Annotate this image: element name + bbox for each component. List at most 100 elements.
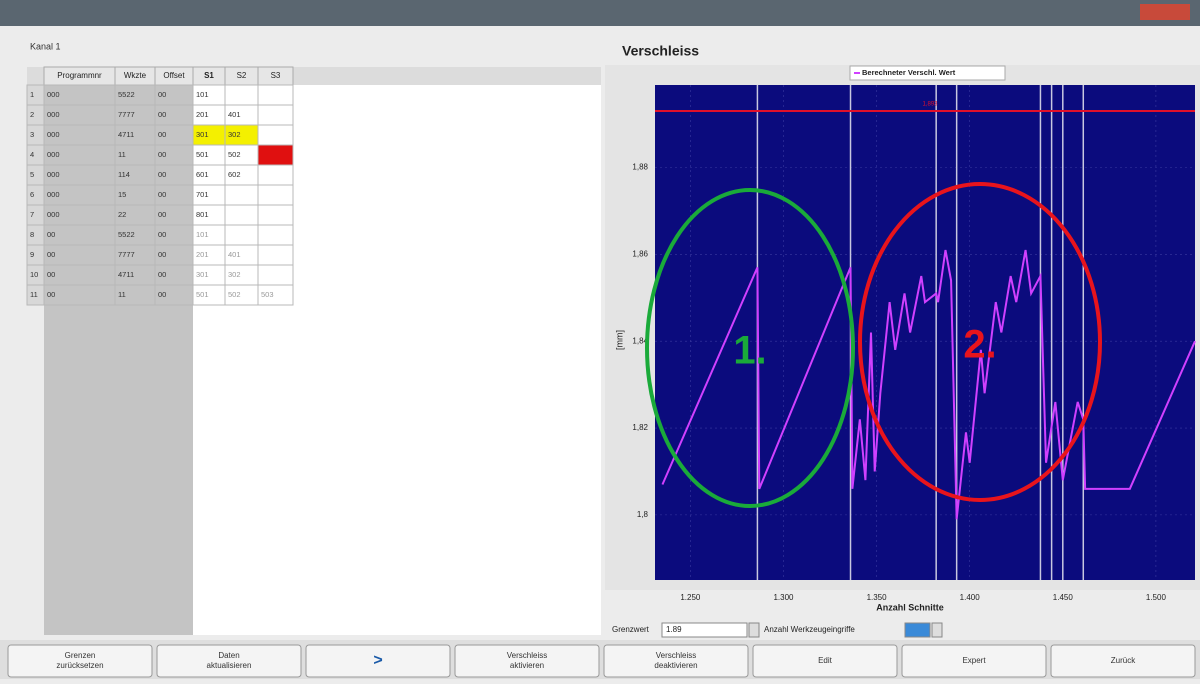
header-text: Wkzte	[124, 71, 147, 80]
header-text: S2	[237, 71, 247, 80]
table-cell[interactable]	[258, 105, 293, 125]
button-label: aktivieren	[510, 661, 544, 670]
table-cell[interactable]	[258, 165, 293, 185]
x-tick-label: 1.250	[680, 593, 701, 602]
cell-text: 101	[196, 230, 209, 239]
cell-text: 000	[47, 130, 60, 139]
cell-text: 00	[47, 270, 55, 279]
y-tick-label: 1,86	[632, 249, 648, 258]
header-text: S3	[271, 71, 281, 80]
cell-text: 7777	[118, 110, 135, 119]
count-label: Anzahl Werkzeugeingriffe	[764, 625, 855, 634]
cell-text: 000	[47, 190, 60, 199]
table-cell[interactable]	[225, 185, 258, 205]
x-tick-label: 1.300	[773, 593, 794, 602]
table-cell[interactable]	[258, 265, 293, 285]
button-label: Edit	[818, 656, 833, 665]
cell-text: 502	[228, 290, 241, 299]
cell-text: 00	[158, 90, 166, 99]
table-cell[interactable]	[225, 85, 258, 105]
window: Kanal 1 Verschleiss Anzahl Schnitte [mm]…	[0, 0, 1200, 679]
cell-text: 302	[228, 130, 241, 139]
x-tick-label: 1.450	[1053, 593, 1074, 602]
title-bar	[0, 0, 1200, 26]
cell-text: 801	[196, 210, 209, 219]
table-cell[interactable]	[258, 245, 293, 265]
cell-text: 00	[158, 270, 166, 279]
cell-text: 22	[118, 210, 126, 219]
button-label: Expert	[962, 656, 986, 665]
cell-text: 302	[228, 270, 241, 279]
row-number: 7	[30, 210, 34, 219]
limit-label: Grenzwert	[612, 625, 650, 634]
count-spinner[interactable]	[932, 623, 942, 637]
button-label: >	[373, 652, 382, 669]
row-number: 8	[30, 230, 34, 239]
cell-text: 00	[158, 210, 166, 219]
row-number: 1	[30, 90, 34, 99]
cell-text: 7777	[118, 250, 135, 259]
cell-text: 00	[47, 230, 55, 239]
chart-title: Verschleiss	[622, 43, 699, 59]
row-number: 10	[30, 270, 38, 279]
cell-text: 501	[196, 290, 209, 299]
cell-text: 000	[47, 170, 60, 179]
cell-text: 701	[196, 190, 209, 199]
table-cell[interactable]	[258, 85, 293, 105]
cell-text: 15	[118, 190, 126, 199]
row-number: 2	[30, 110, 34, 119]
button-label: Verschleiss	[656, 651, 696, 660]
legend-text: Berechneter Verschl. Wert	[862, 68, 956, 77]
count-input[interactable]	[905, 623, 930, 637]
x-axis-label: Anzahl Schnitte	[876, 602, 944, 612]
button-label: zurücksetzen	[56, 661, 103, 670]
panel-title: Kanal 1	[30, 41, 61, 51]
cell-text: 301	[196, 270, 209, 279]
button-label: deaktivieren	[654, 661, 697, 670]
cell-text: 00	[47, 290, 55, 299]
cell-text: 000	[47, 90, 60, 99]
cell-text: 000	[47, 110, 60, 119]
cell-text: 502	[228, 150, 241, 159]
table-cell[interactable]	[225, 205, 258, 225]
cell-text: 00	[158, 190, 166, 199]
y-tick-label: 1,82	[632, 423, 648, 432]
table-cell[interactable]	[225, 225, 258, 245]
button-label: Grenzen	[65, 651, 96, 660]
header-text: Programmnr	[57, 71, 102, 80]
cell-text: 11	[118, 290, 126, 299]
cell-text: 00	[158, 150, 166, 159]
annotation-text: 1.	[733, 329, 766, 373]
cell-text: 00	[158, 250, 166, 259]
cell-text: 4711	[118, 270, 134, 279]
x-tick-label: 1.350	[867, 593, 888, 602]
button-label: Daten	[218, 651, 239, 660]
cell-text: 00	[158, 170, 166, 179]
cell-text: 000	[47, 210, 60, 219]
cell-text: 301	[196, 130, 209, 139]
row-number: 6	[30, 190, 34, 199]
row-number: 4	[30, 150, 34, 159]
cell-text: 401	[228, 250, 241, 259]
table-cell[interactable]	[258, 125, 293, 145]
table-cell[interactable]	[258, 185, 293, 205]
cell-text: 000	[47, 150, 60, 159]
limit-spinner[interactable]	[749, 623, 759, 637]
y-axis-label: [mm]	[614, 330, 624, 350]
button-label: aktualisieren	[207, 661, 252, 670]
button-label: Zurück	[1111, 656, 1136, 665]
annotation-text: 2.	[963, 323, 996, 367]
table-cell[interactable]	[258, 145, 293, 165]
cell-text: 201	[196, 110, 209, 119]
cell-text: 4711	[118, 130, 134, 139]
cell-text: 401	[228, 110, 241, 119]
cell-text: 00	[158, 130, 166, 139]
table-cell[interactable]	[258, 205, 293, 225]
close-button[interactable]	[1140, 4, 1190, 20]
row-number: 11	[30, 290, 38, 299]
cell-text: 11	[118, 150, 126, 159]
row-number: 5	[30, 170, 34, 179]
cell-text: 00	[158, 290, 166, 299]
cell-text: 5522	[118, 230, 135, 239]
table-cell[interactable]	[258, 225, 293, 245]
